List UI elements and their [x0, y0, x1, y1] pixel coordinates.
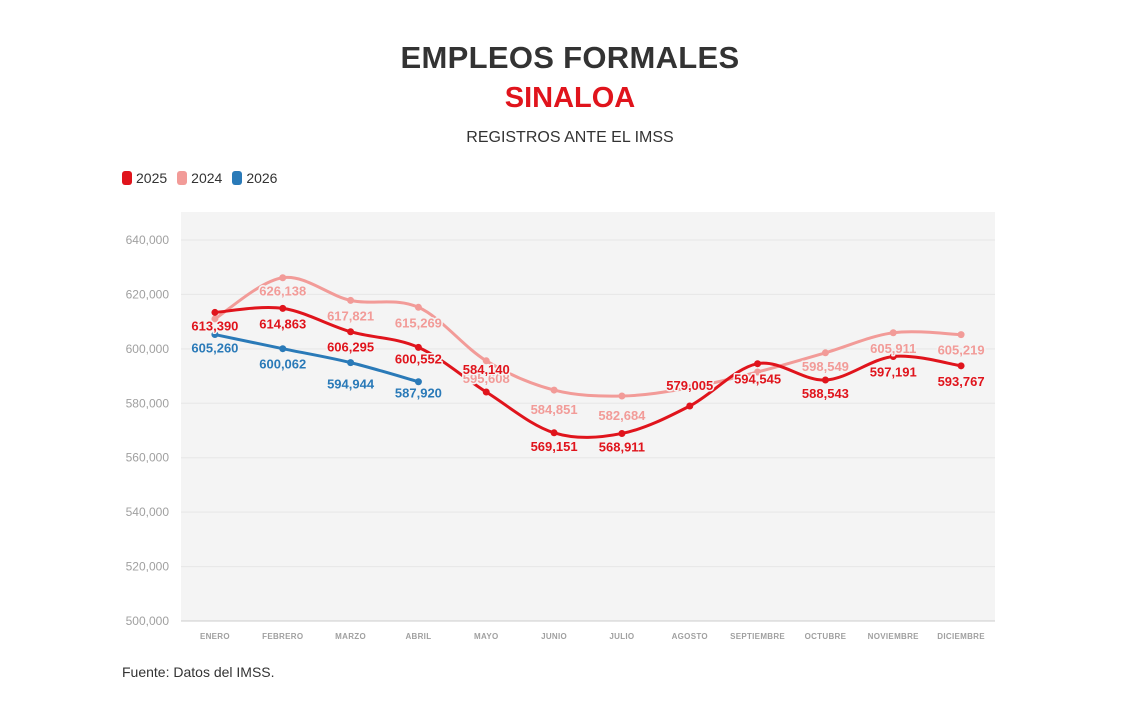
data-label-2025: 613,390: [191, 318, 238, 333]
data-label-2025: 588,543: [802, 386, 849, 401]
y-tick-label: 640,000: [126, 233, 170, 247]
plot-area: [181, 212, 995, 621]
data-label-2024: 582,684: [598, 408, 646, 423]
data-label-2024: 626,138: [259, 284, 306, 299]
data-point-2025: [414, 343, 422, 351]
data-label-2026: 587,920: [395, 386, 442, 401]
legend-item-2025[interactable]: 2025: [122, 170, 167, 186]
chart-caption: REGISTROS ANTE EL IMSS: [466, 129, 674, 146]
data-label-2025: 569,151: [531, 439, 578, 454]
data-label-2026: 605,260: [191, 341, 238, 356]
data-point-2025: [482, 388, 490, 396]
x-tick-label: JUNIO: [541, 632, 567, 641]
y-tick-label: 540,000: [126, 505, 170, 519]
data-point-2025: [754, 360, 762, 368]
data-label-2025: 579,005: [666, 378, 713, 393]
x-tick-label: OCTUBRE: [805, 632, 847, 641]
x-tick-label: AGOSTO: [672, 632, 708, 641]
data-label-2025: 593,767: [938, 374, 985, 389]
legend-label-2025: 2025: [136, 170, 168, 186]
data-label-2024: 598,549: [802, 359, 849, 374]
y-tick-label: 620,000: [126, 287, 170, 301]
data-label-2025: 584,140: [463, 362, 510, 377]
data-label-2024: 605,219: [938, 343, 985, 358]
data-label-2026: 600,062: [259, 357, 306, 372]
data-point-2024: [957, 331, 965, 339]
x-tick-label: MAYO: [474, 632, 498, 641]
y-tick-label: 520,000: [126, 560, 170, 574]
data-point-2024: [482, 357, 490, 365]
data-point-2025: [550, 429, 558, 437]
data-point-2025: [347, 328, 355, 336]
data-point-2026: [414, 378, 422, 386]
source-note: Fuente: Datos del IMSS.: [122, 664, 275, 680]
y-tick-label: 580,000: [126, 396, 170, 410]
data-point-2025: [279, 304, 287, 312]
data-point-2024: [414, 303, 422, 311]
data-label-2024: 615,269: [395, 315, 442, 330]
data-point-2025: [889, 353, 897, 361]
x-tick-label: FEBRERO: [262, 632, 303, 641]
x-tick-label: JULIO: [609, 632, 634, 641]
legend-swatch-2026: [232, 171, 243, 185]
data-point-2024: [347, 296, 355, 304]
series-line-2026: [213, 333, 420, 384]
data-label-2024: 584,851: [531, 402, 578, 417]
legend-item-2024[interactable]: 2024: [177, 170, 222, 186]
x-tick-label: ABRIL: [405, 632, 431, 641]
data-label-2025: 600,552: [395, 351, 442, 366]
legend-label-2026: 2026: [246, 170, 278, 186]
data-point-2024: [889, 329, 897, 337]
data-point-2025: [618, 429, 626, 437]
series-line-2025: [213, 306, 963, 439]
data-label-2024: 617,821: [327, 308, 374, 323]
data-point-2025: [211, 308, 219, 316]
data-label-2026: 594,944: [327, 377, 375, 392]
x-tick-label: ENERO: [200, 632, 230, 641]
data-point-2026: [279, 345, 287, 353]
y-tick-label: 600,000: [126, 342, 170, 356]
data-label-2024: 595,608: [463, 371, 510, 386]
y-tick-label: 560,000: [126, 451, 170, 465]
data-point-2025: [957, 362, 965, 370]
data-label-2025: 568,911: [599, 439, 645, 454]
data-point-2025: [686, 402, 694, 410]
legend-swatch-2024: [177, 171, 188, 185]
chart-subtitle: SINALOA: [504, 82, 636, 114]
series-line-2024: [213, 276, 963, 398]
legend-item-2026[interactable]: 2026: [232, 170, 277, 186]
data-point-2024: [754, 368, 762, 376]
data-label-2025: 614,863: [259, 316, 306, 331]
legend-label-2024: 2024: [191, 170, 223, 186]
data-point-2024: [211, 315, 219, 323]
legend: 2025 2024 2026: [122, 170, 277, 186]
x-tick-label: SEPTIEMBRE: [730, 632, 785, 641]
x-tick-label: DICIEMBRE: [937, 632, 985, 641]
data-label-2025: 594,545: [734, 372, 781, 387]
data-point-2024: [279, 274, 287, 282]
data-point-2025: [821, 376, 829, 384]
data-point-2024: [821, 349, 829, 357]
data-point-2024: [686, 384, 694, 392]
chart-title: EMPLEOS FORMALES: [400, 40, 740, 75]
x-tick-label: MARZO: [335, 632, 366, 641]
data-label-2025: 597,191: [870, 365, 917, 380]
data-point-2026: [211, 331, 219, 339]
x-tick-label: NOVIEMBRE: [868, 632, 920, 641]
data-label-2024: 605,911: [870, 341, 916, 356]
data-point-2024: [550, 386, 558, 394]
data-point-2024: [618, 392, 626, 400]
legend-swatch-2025: [122, 171, 132, 185]
data-point-2026: [347, 359, 355, 367]
y-tick-label: 500,000: [126, 614, 170, 628]
data-label-2025: 606,295: [327, 340, 374, 355]
